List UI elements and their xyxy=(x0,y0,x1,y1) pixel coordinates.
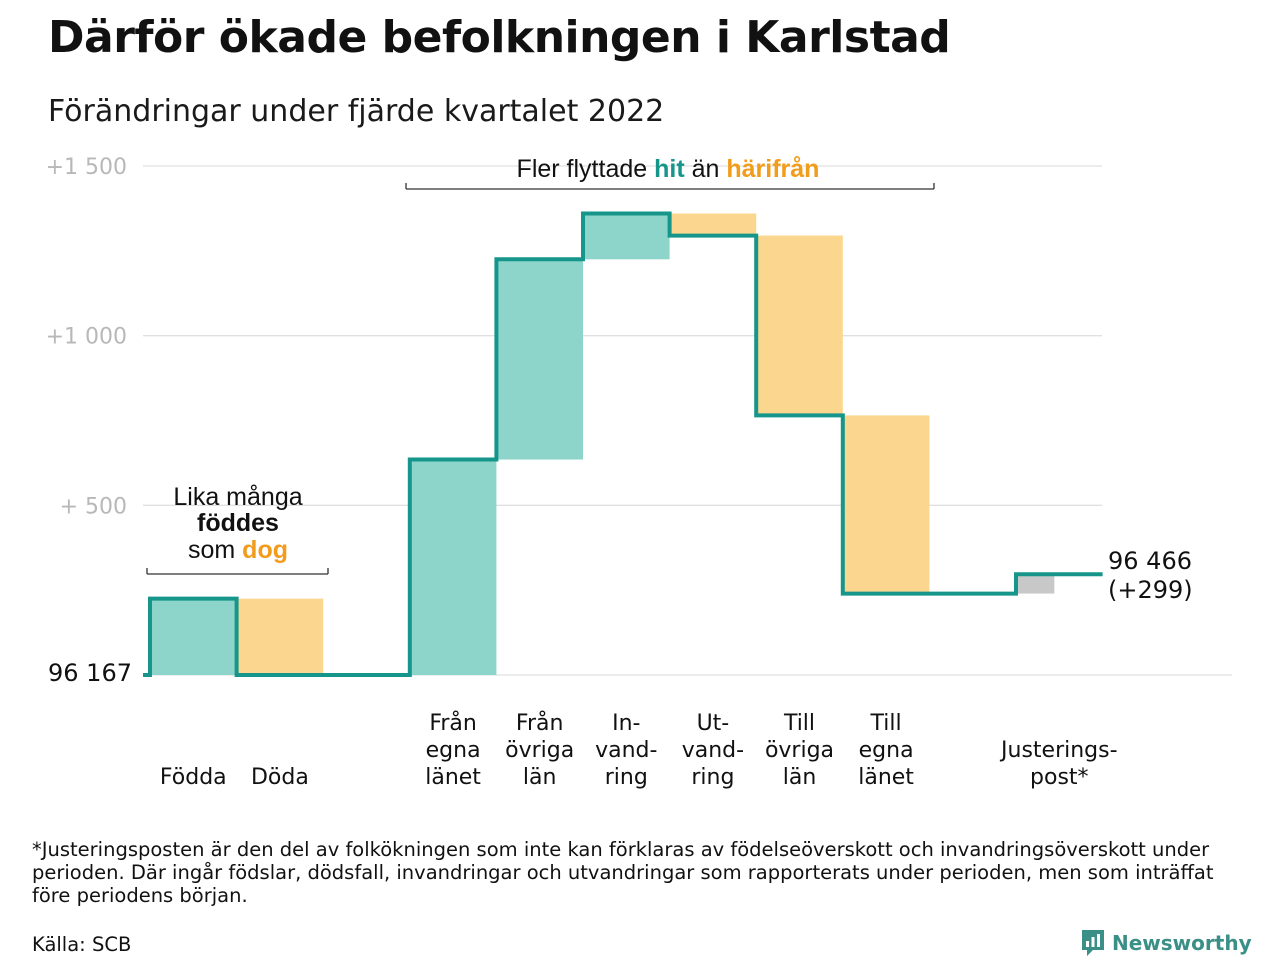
category-label: post* xyxy=(1030,765,1089,790)
category-label: ring xyxy=(691,765,734,790)
category-label: län xyxy=(523,765,557,790)
category-label: Från xyxy=(516,710,564,736)
category-label: vand- xyxy=(682,738,744,763)
end-value-label: 96 466 xyxy=(1108,547,1192,575)
brand[interactable]: Newsworthy xyxy=(1080,928,1252,958)
adjustment-bar xyxy=(1018,574,1055,594)
migration-annotation: Fler flyttade hit än härifrån xyxy=(405,155,935,190)
category-label: Döda xyxy=(251,765,309,790)
category-label: Till xyxy=(783,711,815,736)
births-deaths-annotation: Lika många föddes som dog xyxy=(146,483,329,575)
category-label: Ut- xyxy=(697,711,730,736)
baseline-label: 96 167 xyxy=(48,659,132,687)
step-line-group xyxy=(143,211,1103,677)
category-label: län xyxy=(783,765,817,790)
category-label: länet xyxy=(425,765,481,790)
decrease-bar xyxy=(669,213,757,236)
end-change-label: (+299) xyxy=(1108,576,1193,604)
annotation-born-word: föddes xyxy=(197,509,279,537)
step-line xyxy=(143,211,1103,677)
category-label: Födda xyxy=(160,765,227,790)
migration-in-word: hit xyxy=(654,155,685,183)
chart-title: Därför ökade befolkningen i Karlstad xyxy=(48,12,951,63)
births-deaths-bracket xyxy=(146,568,329,575)
annotation-line-3: som dog xyxy=(188,536,288,564)
increase-bar xyxy=(409,459,497,675)
decrease-bar xyxy=(756,235,843,416)
annotation-som: som xyxy=(188,536,242,564)
brand-name: Newsworthy xyxy=(1112,931,1252,955)
category-label: vand- xyxy=(595,738,657,763)
footnote: *Justeringsposten är den del av folkökni… xyxy=(32,838,1214,907)
y-tick-labels: + 500 +1 000 +1 500 xyxy=(46,155,127,519)
bars xyxy=(150,213,1055,675)
y-tick-label: +1 000 xyxy=(46,325,127,350)
decrease-bar xyxy=(842,415,930,594)
increase-bar xyxy=(496,259,583,460)
annotation-died-word: dog xyxy=(242,536,288,564)
end-label: 96 466 (+299) xyxy=(1108,547,1193,604)
migration-bracket xyxy=(405,183,935,190)
category-label: Till xyxy=(870,711,902,736)
y-tick-label: + 500 xyxy=(60,494,127,519)
category-label: länet xyxy=(858,765,914,790)
category-label: egna xyxy=(859,738,914,763)
increase-bar xyxy=(583,213,670,260)
annotation-line-1: Lika många xyxy=(173,483,302,511)
migration-out-word: härifrån xyxy=(726,155,819,183)
y-tick-label: +1 500 xyxy=(46,155,127,180)
migration-middle: än xyxy=(685,155,727,183)
chart-subtitle: Förändringar under fjärde kvartalet 2022 xyxy=(48,94,665,129)
category-label: övriga xyxy=(765,738,834,763)
increase-bar xyxy=(150,598,237,675)
category-labels: Födda DödaFrånegnalänetFrånövrigalänIn-va… xyxy=(160,710,1118,790)
category-label: In- xyxy=(612,711,640,736)
waterfall-chart: + 500 +1 000 +1 500 96 167 Lika många född… xyxy=(46,155,1232,790)
category-label: ring xyxy=(605,765,648,790)
category-label: Från xyxy=(429,710,477,736)
category-label: Justerings- xyxy=(999,738,1118,763)
migration-prefix: Fler flyttade xyxy=(517,155,655,183)
decrease-bar xyxy=(236,598,324,675)
migration-annotation-text: Fler flyttade hit än härifrån xyxy=(517,155,820,183)
category-label: övriga xyxy=(505,738,574,763)
source-label: Källa: SCB xyxy=(32,933,132,956)
category-label: egna xyxy=(426,738,481,763)
newsworthy-logo-icon xyxy=(1082,930,1104,956)
